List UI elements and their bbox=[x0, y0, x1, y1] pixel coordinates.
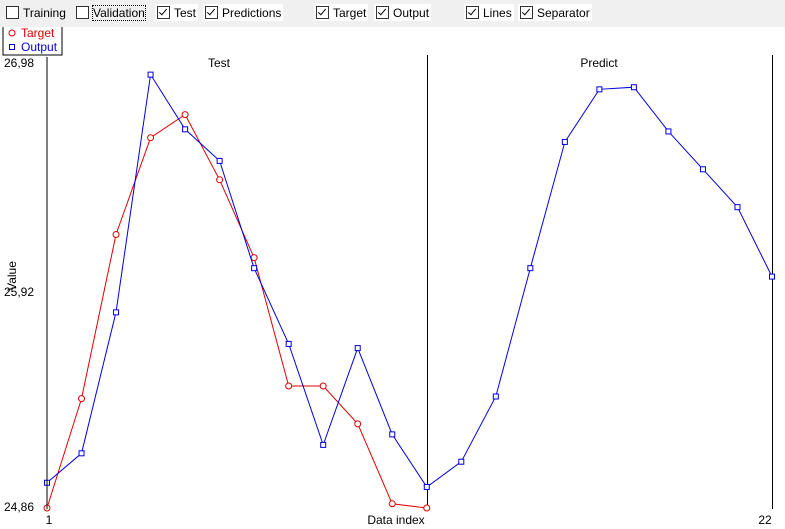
output-point bbox=[630, 84, 637, 91]
output-point bbox=[182, 126, 189, 133]
separator-checkbox-label: Separator bbox=[537, 5, 590, 20]
separator-layer bbox=[427, 55, 773, 509]
test-checkbox-box[interactable] bbox=[157, 6, 170, 19]
validation-checkbox-box[interactable] bbox=[76, 6, 89, 19]
target-point bbox=[112, 231, 120, 239]
legend-target-marker bbox=[8, 29, 16, 37]
target-checkbox-label: Target bbox=[333, 5, 367, 20]
training-checkbox[interactable]: Training bbox=[4, 4, 68, 21]
separator-checkbox[interactable]: Separator bbox=[518, 4, 592, 21]
chart: Test Predict 26,98 25,92 24,86 Value 1 2… bbox=[2, 27, 775, 527]
output-point bbox=[216, 157, 223, 164]
output-point bbox=[320, 441, 327, 448]
validation-checkbox-label: Validation bbox=[92, 4, 146, 21]
checkmark-icon bbox=[206, 6, 216, 16]
output-point bbox=[389, 431, 396, 438]
target-point bbox=[216, 176, 224, 184]
checkmark-icon bbox=[467, 6, 477, 16]
toolbar: Training Validation Test Predictions Tar… bbox=[0, 0, 785, 27]
output-checkbox-box[interactable] bbox=[376, 6, 389, 19]
section-label-predict: Predict bbox=[580, 56, 618, 70]
output-point bbox=[492, 393, 499, 400]
x-axis-label: Data index bbox=[367, 513, 424, 527]
target-point bbox=[388, 500, 396, 508]
lines-checkbox-box[interactable] bbox=[466, 6, 479, 19]
target-checkbox-box[interactable] bbox=[316, 6, 329, 19]
output-point bbox=[113, 309, 120, 316]
validation-checkbox[interactable]: Validation bbox=[74, 4, 147, 21]
output-checkbox[interactable]: Output bbox=[374, 4, 432, 21]
legend-output-marker bbox=[9, 44, 15, 50]
test-checkbox-label: Test bbox=[174, 5, 197, 20]
target-series-line bbox=[46, 113, 427, 509]
training-checkbox-label: Training bbox=[23, 5, 66, 20]
y-tick-label-min: 24,86 bbox=[4, 500, 34, 514]
series-layer bbox=[43, 71, 775, 512]
output-point bbox=[561, 138, 568, 145]
output-point bbox=[769, 273, 775, 280]
training-checkbox-box[interactable] bbox=[6, 6, 19, 19]
target-point bbox=[181, 111, 189, 119]
output-point bbox=[596, 86, 603, 93]
output-point bbox=[147, 71, 154, 78]
target-checkbox[interactable]: Target bbox=[314, 4, 369, 21]
output-point bbox=[423, 483, 430, 490]
output-point bbox=[734, 204, 741, 211]
y-axis-label: Value bbox=[5, 261, 19, 291]
legend-target-label: Target bbox=[21, 27, 55, 40]
lines-checkbox[interactable]: Lines bbox=[464, 4, 514, 21]
test-checkbox[interactable]: Test bbox=[155, 4, 199, 21]
output-point bbox=[699, 166, 706, 173]
y-tick-label-mid: 25,92 bbox=[4, 285, 34, 299]
output-point bbox=[458, 458, 465, 465]
separator-checkbox-box[interactable] bbox=[520, 6, 533, 19]
output-point bbox=[354, 345, 361, 352]
output-point bbox=[285, 340, 292, 347]
checkmark-icon bbox=[158, 6, 168, 16]
section-label-test: Test bbox=[208, 56, 231, 70]
checkmark-icon bbox=[377, 6, 387, 16]
lines-checkbox-label: Lines bbox=[483, 5, 512, 20]
predictions-checkbox-label: Predictions bbox=[222, 5, 282, 20]
target-point bbox=[147, 134, 155, 142]
checkmark-icon bbox=[317, 6, 327, 16]
x-tick-label-max: 22 bbox=[758, 513, 772, 527]
legend: Target Output bbox=[2, 27, 63, 56]
predictions-checkbox[interactable]: Predictions bbox=[203, 4, 284, 21]
target-point bbox=[285, 382, 293, 390]
target-point bbox=[319, 382, 327, 390]
output-point bbox=[527, 265, 534, 272]
output-point bbox=[78, 450, 85, 457]
target-point bbox=[78, 395, 86, 403]
legend-output-label: Output bbox=[21, 40, 58, 54]
output-point bbox=[665, 128, 672, 135]
checkmark-icon bbox=[521, 6, 531, 16]
output-checkbox-label: Output bbox=[393, 5, 430, 20]
target-point bbox=[423, 504, 431, 512]
legend-box bbox=[2, 27, 63, 56]
output-point bbox=[251, 265, 258, 272]
target-point bbox=[250, 254, 258, 262]
target-point bbox=[354, 420, 362, 428]
output-series-line bbox=[46, 73, 773, 488]
x-tick-label-min: 1 bbox=[46, 513, 53, 527]
predictions-checkbox-box[interactable] bbox=[205, 6, 218, 19]
y-tick-label-max: 26,98 bbox=[4, 56, 34, 70]
